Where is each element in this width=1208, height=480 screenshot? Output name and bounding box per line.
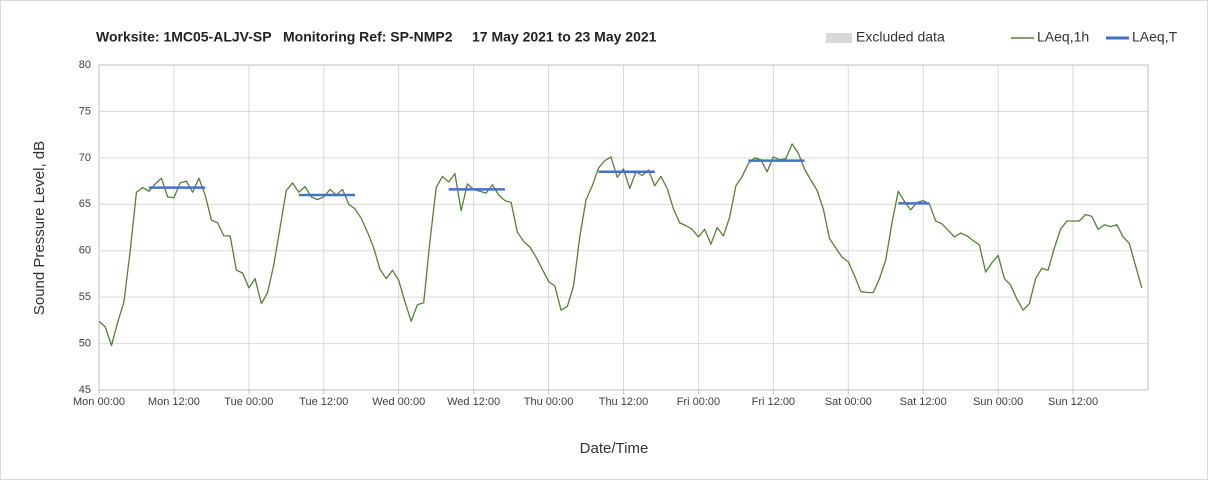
legend-label: LAeq,T — [1132, 29, 1178, 45]
x-tick-label: Sun 00:00 — [973, 396, 1023, 408]
x-tick-label: Wed 00:00 — [372, 396, 425, 408]
legend-label: LAeq,1h — [1037, 29, 1089, 45]
y-tick-label: 70 — [79, 152, 91, 164]
x-tick-label: Mon 12:00 — [148, 396, 200, 408]
x-tick-label: Tue 12:00 — [299, 396, 348, 408]
data-line — [98, 143, 1143, 347]
y-tick-label: 65 — [79, 198, 91, 210]
x-tick-label: Sat 12:00 — [900, 396, 947, 408]
x-tick-label: Mon 00:00 — [73, 396, 125, 408]
x-axis-title: Date/Time — [580, 440, 649, 457]
y-tick-label: 45 — [79, 384, 91, 396]
x-tick-label: Fri 00:00 — [677, 396, 720, 408]
y-tick-label: 80 — [79, 59, 91, 71]
plot-border — [98, 64, 1149, 391]
y-tick-label: 60 — [79, 245, 91, 257]
legend-label: Excluded data — [856, 29, 945, 45]
x-tick-label: Fri 12:00 — [752, 396, 795, 408]
chart-title: Worksite: 1MC05-ALJV-SP Monitoring Ref: … — [96, 29, 657, 45]
data-line — [148, 159, 930, 205]
y-axis-title: Sound Pressure Level, dB — [31, 141, 48, 315]
x-tick-label: Thu 00:00 — [524, 396, 574, 408]
legend-swatch — [826, 33, 852, 43]
x-tick-label: Sun 12:00 — [1048, 396, 1098, 408]
y-tick-label: 75 — [79, 105, 91, 117]
y-tick-label: 50 — [79, 337, 91, 349]
x-tick-label: Wed 12:00 — [447, 396, 500, 408]
y-tick-label: 55 — [79, 291, 91, 303]
x-tick-label: Tue 00:00 — [224, 396, 273, 408]
x-tick-label: Thu 12:00 — [599, 396, 649, 408]
x-tick-label: Sat 00:00 — [825, 396, 872, 408]
